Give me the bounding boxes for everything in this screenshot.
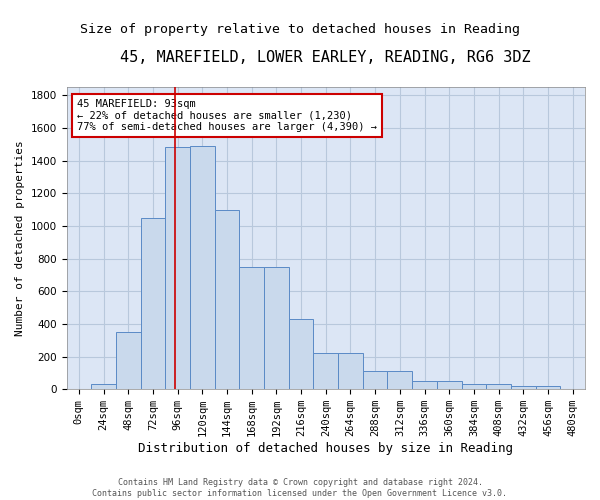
Bar [511,386,536,389]
Text: Size of property relative to detached houses in Reading: Size of property relative to detached ho… [80,22,520,36]
Bar [239,266,264,389]
Text: Contains HM Land Registry data © Crown copyright and database right 2024.
Contai: Contains HM Land Registry data © Crown c… [92,478,508,498]
Bar [437,381,461,389]
Bar [486,384,511,389]
Title: 45, MAREFIELD, LOWER EARLEY, READING, RG6 3DZ: 45, MAREFIELD, LOWER EARLEY, READING, RG… [121,50,531,65]
Bar [190,146,215,389]
Bar [91,384,116,389]
Bar [215,210,239,389]
Bar [536,386,560,389]
Bar [412,381,437,389]
Bar [313,354,338,389]
Bar [116,332,140,389]
Text: 45 MAREFIELD: 93sqm
← 22% of detached houses are smaller (1,230)
77% of semi-det: 45 MAREFIELD: 93sqm ← 22% of detached ho… [77,99,377,132]
Bar [388,372,412,389]
Bar [264,266,289,389]
Y-axis label: Number of detached properties: Number of detached properties [15,140,25,336]
Bar [363,372,388,389]
Bar [289,319,313,389]
Bar [338,354,363,389]
Bar [165,148,190,389]
Bar [140,218,165,389]
Bar [461,384,486,389]
X-axis label: Distribution of detached houses by size in Reading: Distribution of detached houses by size … [138,442,513,455]
